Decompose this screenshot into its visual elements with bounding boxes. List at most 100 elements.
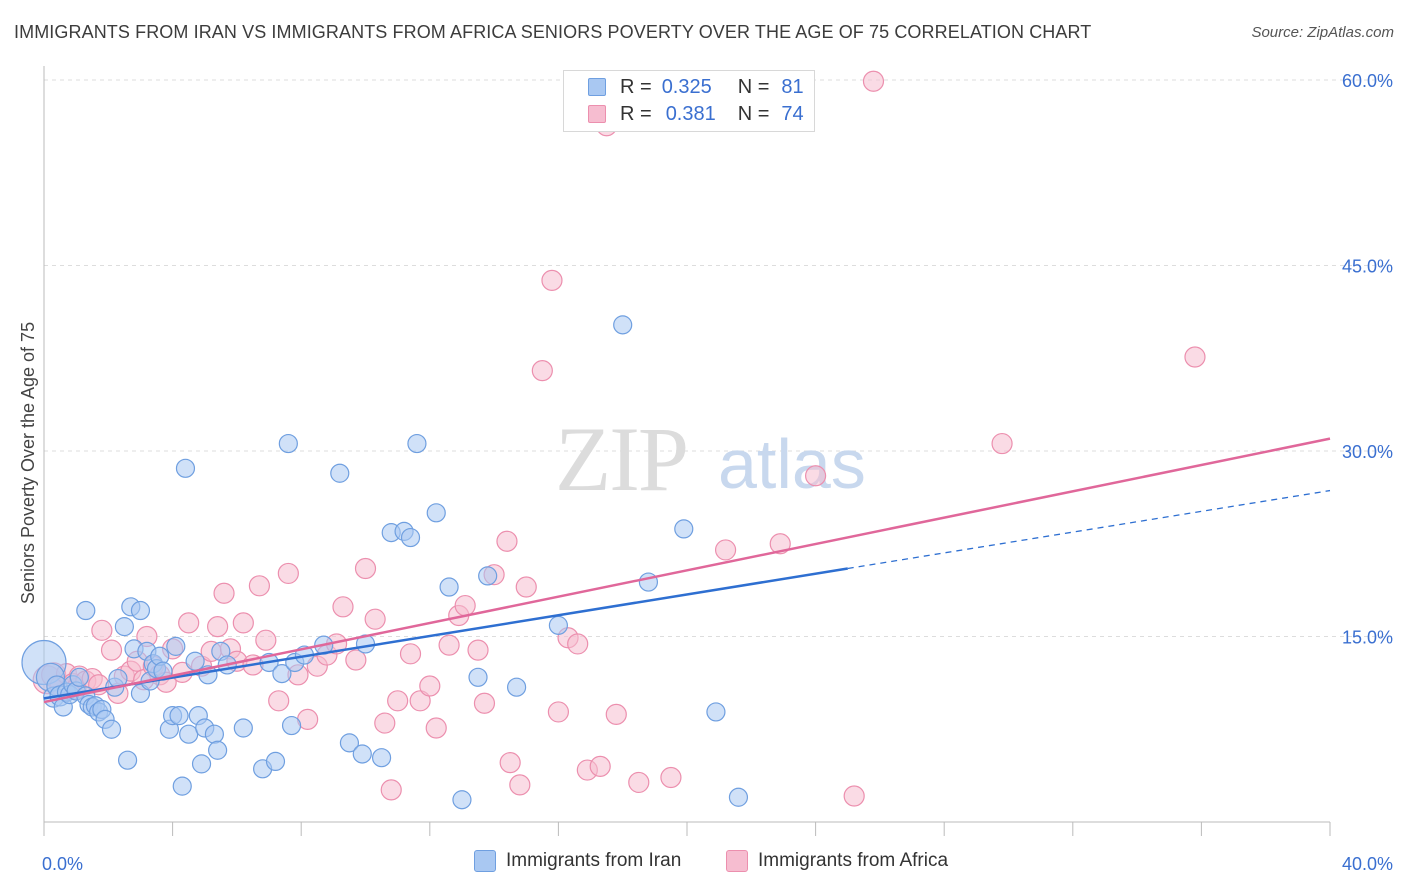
africa-point xyxy=(531,360,553,382)
iran-trend-extension xyxy=(847,489,1331,570)
iran-point xyxy=(613,315,633,335)
africa-point xyxy=(100,639,123,661)
africa-point xyxy=(991,432,1013,455)
iran-point xyxy=(69,667,89,687)
africa-point xyxy=(399,643,422,665)
trend-lines xyxy=(43,437,1331,704)
africa-point xyxy=(91,619,113,641)
correlation-legend: R = 0.325 N = 81 R = 0.381 N = 74 xyxy=(563,70,815,132)
iran-point xyxy=(114,617,134,637)
africa-point xyxy=(255,629,277,651)
x-tick-label: 0.0% xyxy=(42,854,83,874)
iran-point xyxy=(76,600,96,621)
africa-point xyxy=(419,675,441,697)
iran-swatch xyxy=(588,78,606,96)
iran-point xyxy=(407,433,427,454)
watermark-atlas: atlas xyxy=(718,425,866,503)
legend-item-iran[interactable]: Immigrants from Iran xyxy=(474,850,681,872)
africa-point xyxy=(387,690,409,712)
africa-point xyxy=(473,692,496,714)
iran-trend-line xyxy=(43,567,848,700)
iran-point xyxy=(278,433,298,454)
legend-row-iran: R = 0.325 N = 81 xyxy=(588,74,804,100)
africa-point xyxy=(409,690,431,712)
iran-point xyxy=(400,527,421,548)
iran-point xyxy=(352,744,372,764)
africa-swatch xyxy=(588,105,606,123)
iran-point xyxy=(339,733,360,753)
africa-point xyxy=(213,582,235,604)
iran-point xyxy=(169,706,189,726)
africa-point xyxy=(332,596,354,618)
africa-point xyxy=(438,634,460,656)
africa-point xyxy=(843,785,865,807)
legend-item-africa[interactable]: Immigrants from Africa xyxy=(726,850,948,872)
africa-point xyxy=(547,701,570,723)
y-tick-label: 30.0% xyxy=(1342,442,1393,462)
africa-point xyxy=(862,70,885,92)
africa-r-label: R = xyxy=(620,102,652,125)
iran-point xyxy=(728,787,749,807)
iran-point xyxy=(281,715,302,736)
iran-point xyxy=(172,776,192,796)
iran-points xyxy=(21,315,749,810)
iran-point xyxy=(439,577,459,597)
africa-point xyxy=(628,771,650,794)
iran-point xyxy=(166,636,186,656)
africa-point xyxy=(454,594,476,617)
iran-r-value: 0.325 xyxy=(661,75,712,98)
x-tick-label: 40.0% xyxy=(1342,854,1393,874)
africa-point xyxy=(567,633,589,655)
y-tick-label: 15.0% xyxy=(1342,628,1393,648)
africa-point xyxy=(248,575,271,597)
iran-point xyxy=(478,566,498,586)
africa-n-value: 74 xyxy=(781,102,804,125)
africa-point xyxy=(467,639,489,661)
iran-n-label: N = xyxy=(737,75,770,98)
watermark-zip: ZIP xyxy=(555,408,687,510)
africa-point xyxy=(354,557,377,580)
chart-title: IMMIGRANTS FROM IRAN VS IMMIGRANTS FROM … xyxy=(14,22,1092,42)
africa-point xyxy=(769,533,791,555)
africa-point xyxy=(541,269,563,291)
iran-point xyxy=(185,651,205,671)
iran-legend-swatch xyxy=(474,850,496,872)
iran-point xyxy=(371,748,392,768)
africa-point xyxy=(589,755,611,777)
axis-labels: 15.0% 30.0% 45.0% 60.0% 0.0% 40.0% Seniors Pov… xyxy=(18,71,1393,874)
africa-legend-swatch xyxy=(726,850,748,872)
y-axis-title: Seniors Poverty Over the Age of 75 xyxy=(18,322,38,604)
africa-point xyxy=(804,465,827,487)
africa-point xyxy=(496,530,518,552)
legend-row-africa: R = 0.381 N = 74 xyxy=(588,101,804,127)
africa-point xyxy=(1184,346,1206,368)
africa-point xyxy=(499,752,521,774)
series-legend: Immigrants from Iran Immigrants from Afr… xyxy=(0,850,1406,878)
africa-legend-label: Immigrants from Africa xyxy=(758,850,949,871)
iran-point xyxy=(265,751,286,772)
y-tick-label: 45.0% xyxy=(1342,257,1393,277)
iran-point xyxy=(191,754,212,774)
iran-point xyxy=(330,463,350,483)
africa-n-label: N = xyxy=(737,102,770,125)
africa-point xyxy=(660,766,682,789)
y-tick-label: 60.0% xyxy=(1342,71,1393,91)
africa-point xyxy=(232,612,254,634)
iran-point xyxy=(208,740,228,760)
africa-point xyxy=(268,690,290,712)
iran-point xyxy=(426,503,446,523)
africa-trend-line xyxy=(43,437,1331,704)
iran-legend-label: Immigrants from Iran xyxy=(506,850,682,871)
iran-point xyxy=(117,750,138,770)
africa-point xyxy=(605,703,627,726)
iran-point xyxy=(175,458,196,478)
africa-point xyxy=(425,717,447,739)
iran-point xyxy=(452,790,472,810)
africa-point xyxy=(277,562,299,585)
zipatlas-watermark: ZIP atlas xyxy=(555,408,866,510)
iran-point xyxy=(233,718,253,738)
iran-r-label: R = xyxy=(620,75,652,98)
iran-point xyxy=(130,600,151,621)
africa-point xyxy=(364,608,386,630)
